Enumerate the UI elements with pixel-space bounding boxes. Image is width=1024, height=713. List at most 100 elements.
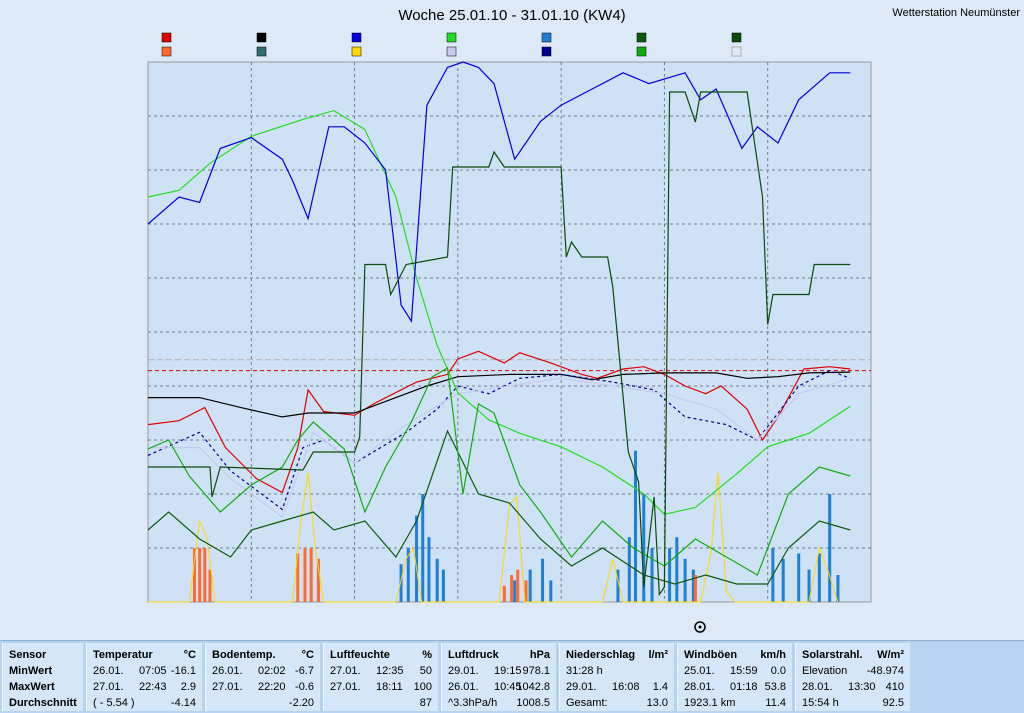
stats-header-label: Luftdruck xyxy=(448,649,499,661)
rain-bar xyxy=(781,558,785,602)
stats-cell-time: 19:15 xyxy=(494,665,522,677)
stats-cell-date: MinWert xyxy=(9,665,53,677)
stats-cell-time: 18:11 xyxy=(376,681,403,693)
stats-header-unit: l/m² xyxy=(648,649,668,661)
rain-bar xyxy=(691,569,695,602)
legend-item xyxy=(636,46,647,57)
stats-cell-value: 2.9 xyxy=(180,681,196,693)
legend-item xyxy=(256,32,267,43)
rain-bar xyxy=(650,548,654,602)
stats-cell-time: 16:08 xyxy=(612,681,640,693)
legend-swatch xyxy=(446,32,457,43)
sunshine-bar xyxy=(296,553,300,602)
rain-bar xyxy=(817,553,821,602)
legend-item xyxy=(541,46,552,57)
legend-swatch xyxy=(256,32,267,43)
series-line xyxy=(147,61,851,324)
stats-header: Sensor xyxy=(9,649,77,665)
rain-bar xyxy=(441,569,445,602)
series-line xyxy=(148,91,851,597)
weather-chart: Woche 25.01.10 - 31.01.10 (KW4) Wetterst… xyxy=(147,7,1021,633)
stats-row: -2.20 xyxy=(212,697,314,713)
series-line xyxy=(148,371,851,418)
stats-cell-value: 11.4 xyxy=(765,697,786,709)
stats-cell-value: -2.20 xyxy=(288,697,314,709)
sunshine-bar xyxy=(510,575,514,602)
stats-row: 29.01. 19:15 978.1 xyxy=(448,665,550,681)
sunshine-bar xyxy=(316,558,320,602)
stats-cell-value: 92.5 xyxy=(882,697,904,709)
sunshine-bar xyxy=(303,548,307,602)
stats-cell-date: 28.01. xyxy=(684,681,715,693)
stats-cell-date: Elevation xyxy=(802,665,848,677)
stats-row: 26.01. 10:45 1042.8 xyxy=(448,681,550,697)
rain-bar xyxy=(415,515,419,602)
stats-column: Luftfeuchte% 27.01. 12:35 50 27.01. 18:11 100 8… xyxy=(323,643,438,711)
stats-cell-value: -0.6 xyxy=(295,681,314,693)
series-line xyxy=(147,429,851,585)
stats-cell-value: -48.974 xyxy=(866,665,904,677)
stats-header-unit: km/h xyxy=(760,649,786,661)
stats-header-label: Temperatur xyxy=(93,649,153,661)
stats-cell-date: 26.01. xyxy=(93,665,124,677)
stats-row: 29.01. 16:08 1.4 xyxy=(566,681,668,697)
legend-swatch xyxy=(446,46,457,57)
stats-row: 28.01. 13:30 410 xyxy=(802,681,904,697)
legend-item xyxy=(351,46,362,57)
stats-cell-date: Gesamt: xyxy=(566,697,608,709)
stats-header-label: Luftfeuchte xyxy=(330,649,390,661)
stats-row: Durchschnitt xyxy=(9,697,77,713)
rain-bar xyxy=(528,569,532,602)
rain-bar xyxy=(421,494,425,602)
sunshine-bar xyxy=(192,548,196,602)
legend-item xyxy=(446,32,457,43)
rain-bar xyxy=(836,575,840,602)
stats-cell-time: 12:35 xyxy=(376,665,404,677)
sunshine-bar xyxy=(198,548,202,602)
stats-header-label: Niederschlag xyxy=(566,649,636,661)
stats-header-unit: °C xyxy=(301,649,314,661)
rain-bar xyxy=(406,548,410,602)
rain-bar xyxy=(549,580,553,602)
rain-bar xyxy=(541,558,545,602)
stats-cell-time: 22:43 xyxy=(139,681,167,693)
rain-bar xyxy=(627,537,631,602)
legend-item xyxy=(161,46,172,57)
stats-column: Windböen km/h 25.01. 15:59 0.0 28.01. 01:18 53.… xyxy=(677,643,792,711)
stats-row: 25.01. 15:59 0.0 xyxy=(684,665,786,681)
stats-cell-value: 1008.5 xyxy=(516,697,550,709)
legend-swatch xyxy=(161,32,172,43)
stats-row: 27.01. 12:35 50 xyxy=(330,665,432,681)
stats-row: 1923.1 km 11.4 xyxy=(684,697,786,713)
stats-cell-value: 53.8 xyxy=(764,681,786,693)
stats-column: Sensor MinWert MaxWert Durchschnitt xyxy=(2,643,83,711)
stats-column: Niederschlag l/m² 31:28 h 29.01. 16:08 1.4 Ges… xyxy=(559,643,674,711)
legend-swatch xyxy=(731,46,742,57)
stats-cell-time: 02:02 xyxy=(258,665,286,677)
stats-cell-date: 27.01. xyxy=(93,681,124,693)
stats-row: ^3.3hPa/h 1008.5 xyxy=(448,697,550,713)
stats-header-unit: hPa xyxy=(529,649,550,661)
series-line xyxy=(147,109,851,515)
stats-header-unit: W/m² xyxy=(877,649,904,661)
stats-cell-date: 28.01. xyxy=(802,681,833,693)
sunshine-bar xyxy=(524,580,528,602)
stats-header-label: Solarstrahl. xyxy=(802,649,863,661)
stats-header: Solarstrahl. W/m² xyxy=(802,649,904,665)
legend-swatch xyxy=(636,46,647,57)
stats-cell-date: 27.01. xyxy=(212,681,243,693)
stats-row: MinWert xyxy=(9,665,77,681)
stats-row: 27.01. 18:11 100 xyxy=(330,681,432,697)
legend-swatch xyxy=(351,46,362,57)
legend-item xyxy=(636,32,647,43)
stats-cell-time: 10:45 xyxy=(494,681,522,693)
legend-item xyxy=(256,46,267,57)
stats-row: 27.01. 22:20 -0.6 xyxy=(212,681,314,697)
stats-row: Elevation -48.974 xyxy=(802,665,904,681)
sunshine-bar xyxy=(309,548,313,602)
stats-cell-date: ( - 5.54 ) xyxy=(93,697,135,709)
legend-item xyxy=(161,32,172,43)
stats-cell-time: 15:59 xyxy=(730,665,758,677)
stats-header: Luftdruck hPa xyxy=(448,649,550,665)
stats-cell-value: 50 xyxy=(419,665,432,677)
